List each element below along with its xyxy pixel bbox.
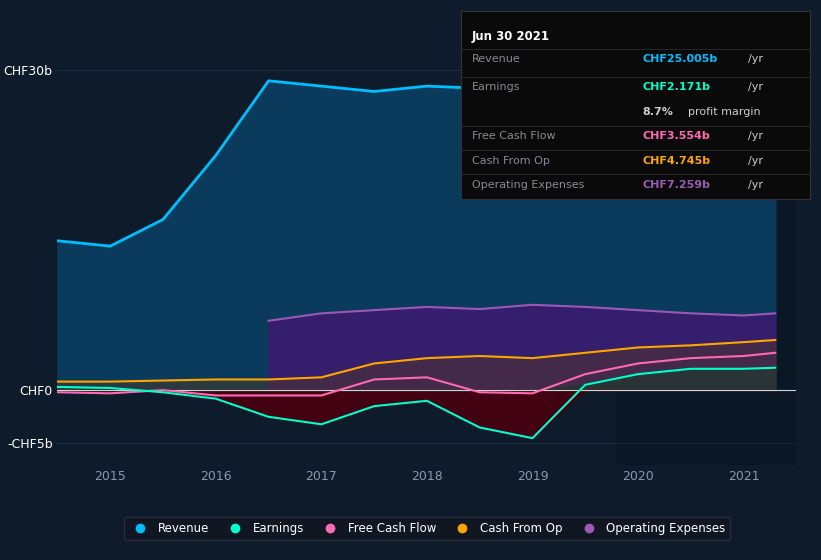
Text: 8.7%: 8.7% (643, 107, 674, 117)
Text: /yr: /yr (748, 131, 763, 141)
Bar (617, 17, 796, 465)
Text: profit margin: profit margin (688, 107, 761, 117)
Text: /yr: /yr (748, 180, 763, 190)
Text: Revenue: Revenue (472, 54, 521, 64)
Text: /yr: /yr (748, 54, 763, 64)
Text: CHF4.745b: CHF4.745b (643, 156, 711, 166)
Text: Free Cash Flow: Free Cash Flow (472, 131, 556, 141)
Text: Jun 30 2021: Jun 30 2021 (472, 30, 550, 43)
Text: CHF2.171b: CHF2.171b (643, 82, 711, 92)
Text: CHF3.554b: CHF3.554b (643, 131, 711, 141)
Text: CHF25.005b: CHF25.005b (643, 54, 718, 64)
Text: Cash From Op: Cash From Op (472, 156, 550, 166)
Text: CHF7.259b: CHF7.259b (643, 180, 711, 190)
Text: /yr: /yr (748, 82, 763, 92)
Text: Operating Expenses: Operating Expenses (472, 180, 585, 190)
Legend: Revenue, Earnings, Free Cash Flow, Cash From Op, Operating Expenses: Revenue, Earnings, Free Cash Flow, Cash … (124, 517, 730, 539)
Text: /yr: /yr (748, 156, 763, 166)
Text: Earnings: Earnings (472, 82, 521, 92)
